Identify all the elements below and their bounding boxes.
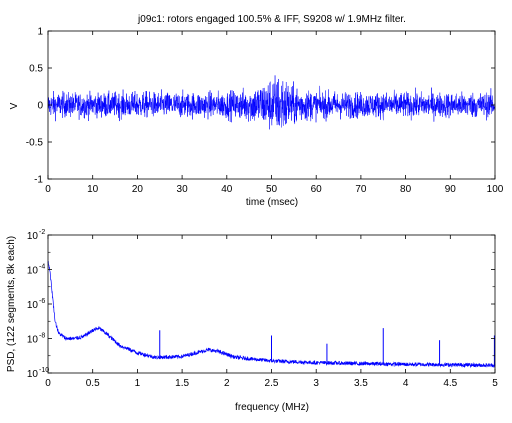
- voltage-tick-label: -0.5: [26, 138, 44, 149]
- time-tick-label: 70: [355, 184, 367, 195]
- frequency-tick-label: 2: [224, 378, 230, 389]
- voltage-axis-ticks: 1 0.5 0 -0.5 -1: [26, 27, 495, 186]
- frequency-tick-label: 5: [492, 378, 498, 389]
- psd-tick-label: 10: [27, 231, 39, 242]
- frequency-tick-label: 3: [313, 378, 319, 389]
- frequency-tick-label: 2.5: [265, 378, 279, 389]
- chart-title: j09c1: rotors engaged 100.5% & IFF, S920…: [137, 14, 406, 25]
- frequency-axis-label: frequency (MHz): [235, 402, 309, 413]
- frequency-tick-label: 1: [135, 378, 141, 389]
- psd-tick-exponent: -2: [39, 229, 45, 236]
- voltage-axis-label: V: [9, 102, 20, 109]
- time-tick-label: 20: [132, 184, 144, 195]
- frequency-tick-label: 4: [403, 378, 409, 389]
- psd-axis-label: PSD, (122 segments, 8k each): [6, 236, 17, 372]
- psd-tick-label: 10: [27, 335, 39, 346]
- time-tick-label: 50: [266, 184, 278, 195]
- psd-tick-exponent: -8: [39, 333, 45, 340]
- voltage-tick-label: 0.5: [29, 64, 43, 75]
- time-tick-label: 0: [45, 184, 51, 195]
- frequency-axis-ticks: 0 0.5 1 1.5 2 2.5 3 3.5 4 4.5 5: [45, 235, 498, 389]
- psd-tick-label: 10: [27, 300, 39, 311]
- frequency-tick-label: 4.5: [443, 378, 457, 389]
- voltage-tick-label: 0: [37, 101, 43, 112]
- psd-tick-exponent: -10: [39, 367, 49, 374]
- psd-series-line: [47, 261, 496, 369]
- psd-plot-area: [47, 261, 496, 369]
- psd-tick-exponent: -4: [39, 264, 45, 271]
- psd-chart: 0 0.5 1 1.5 2 2.5 3 3.5 4 4.5 5 10-210-410-610-810…: [6, 229, 498, 413]
- time-axis-ticks: 0 10 20 30 40 50 60 70 80 90 100: [45, 31, 504, 195]
- time-tick-label: 40: [221, 184, 233, 195]
- time-tick-label: 90: [445, 184, 457, 195]
- psd-tick-label: 10: [27, 369, 39, 380]
- voltage-tick-label: -1: [34, 175, 43, 186]
- time-tick-label: 30: [177, 184, 189, 195]
- frequency-tick-label: 0.5: [86, 378, 100, 389]
- psd-tick-exponent: -6: [39, 298, 45, 305]
- time-series-chart: j09c1: rotors engaged 100.5% & IFF, S920…: [9, 14, 504, 208]
- time-tick-label: 10: [87, 184, 99, 195]
- frequency-tick-label: 0: [45, 378, 51, 389]
- time-tick-label: 100: [487, 184, 504, 195]
- voltage-tick-label: 1: [37, 27, 43, 38]
- time-tick-label: 80: [400, 184, 412, 195]
- frequency-tick-label: 1.5: [175, 378, 189, 389]
- time-tick-label: 60: [311, 184, 323, 195]
- time-series-plot-area: [47, 75, 496, 130]
- psd-axis-ticks: 10-210-410-610-810-10: [27, 229, 495, 380]
- psd-tick-label: 10: [27, 266, 39, 277]
- voltage-series-line: [47, 75, 496, 130]
- time-axis-label: time (msec): [246, 197, 298, 208]
- frequency-tick-label: 3.5: [354, 378, 368, 389]
